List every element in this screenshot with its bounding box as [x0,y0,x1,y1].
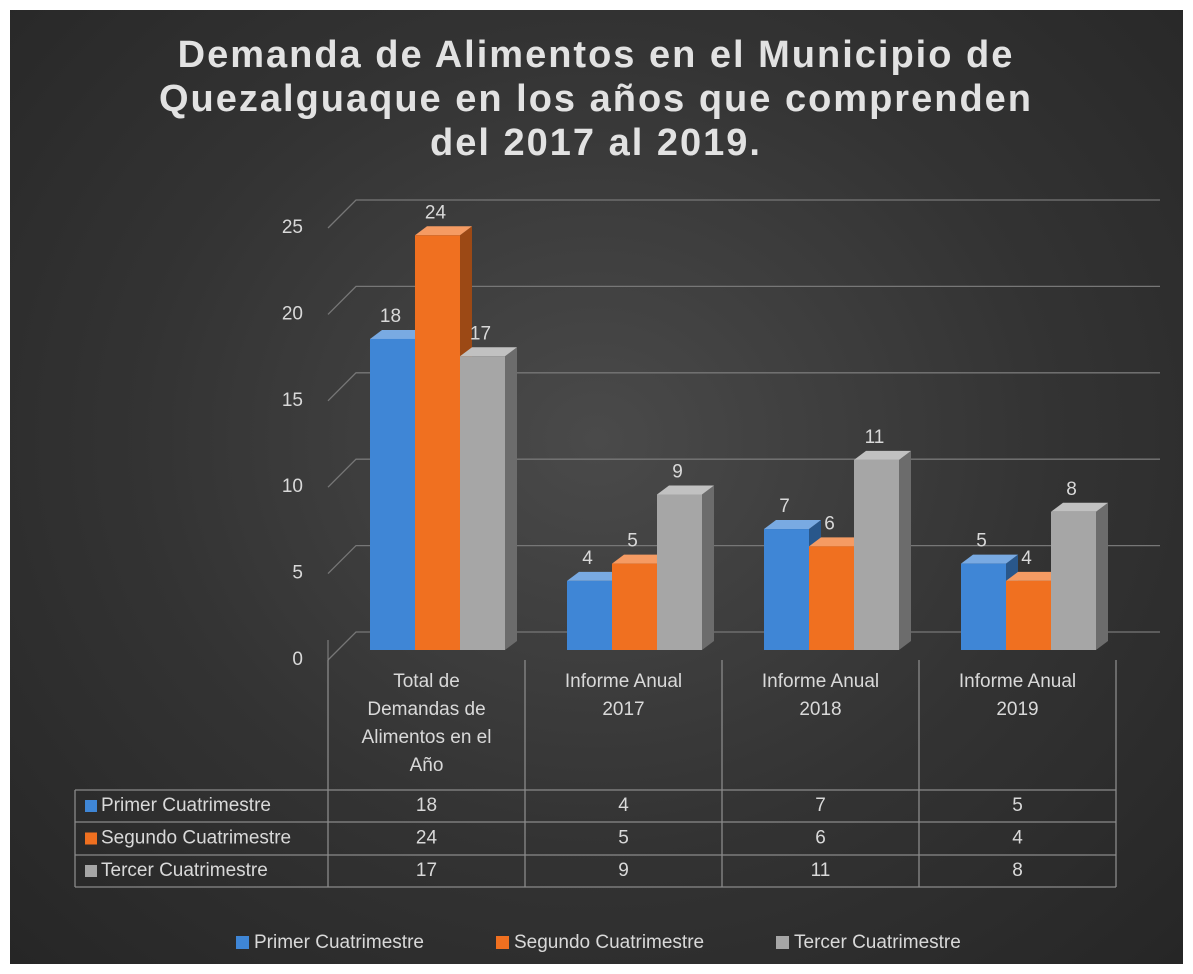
table-cell: 6 [815,828,826,849]
x-tick-label-box: Informe Anual 2019 [958,671,1077,720]
bar [415,226,472,650]
bar [1051,502,1108,650]
table-cell: 5 [1012,795,1023,816]
bar-side [702,485,714,650]
table-cell: 18 [416,795,437,816]
bar-front [657,494,702,650]
grid-line [327,285,1160,315]
bar-top [657,485,714,495]
grid-line [327,199,1160,229]
chart-title: del 2017 al 2019. [430,122,762,164]
x-tick-label: Total de Demandas de Alimentos en el Año [361,671,492,776]
x-tick-label: Informe Anual 2019 [958,671,1077,720]
x-tick-label: Informe Anual 2017 [564,671,683,720]
table-key [85,865,97,877]
data-label: 8 [1066,479,1077,500]
table-cell: 11 [811,860,831,881]
table-cell: 24 [416,828,438,849]
data-label: 6 [824,513,835,534]
bar-front [460,356,505,650]
x-tick-label-box: Total de Demandas de Alimentos en el Año [361,671,492,776]
bar-front [854,459,899,650]
bar-top [809,537,866,547]
table-row-label: Tercer Cuatrimestre [101,860,268,881]
bar-top [854,450,911,460]
table-row-label: Primer Cuatrimestre [101,795,271,816]
bar-front [961,563,1006,650]
bar-front [764,529,809,650]
data-label: 9 [672,461,683,482]
chart-title: Demanda de Alimentos en el Municipio de [178,34,1015,76]
table-cell: 9 [618,860,629,881]
bar-top [370,329,427,339]
legend-label: Tercer Cuatrimestre [794,932,961,953]
bar-top [415,226,472,236]
legend-label: Primer Cuatrimestre [254,932,424,953]
y-tick-label: 0 [292,649,303,670]
bar-front [567,580,612,650]
bar-side [1096,502,1108,650]
table-cell: 8 [1012,860,1023,881]
x-tick-label-box: Informe Anual 2017 [564,671,683,720]
data-label: 11 [865,427,885,448]
data-label: 17 [470,323,491,344]
data-label: 24 [425,202,447,223]
bar-top [460,347,517,357]
table-cell: 7 [815,795,826,816]
data-label: 5 [627,531,638,552]
table-key [85,832,97,845]
x-tick-label: Informe Anual 2018 [761,671,880,720]
chart-title: Quezalguaque en los años que comprenden [159,78,1033,120]
bar-front [809,546,854,650]
bar-side [505,347,517,650]
legend-label: Segundo Cuatrimestre [514,932,704,953]
table-cell: 4 [618,795,629,816]
bar-side [899,450,911,650]
data-label: 5 [976,531,987,552]
y-tick-label: 15 [282,390,303,411]
x-tick-label-box: Informe Anual 2018 [761,671,880,720]
table-cell: 5 [618,828,629,849]
y-tick-label: 5 [292,563,303,584]
legend-swatch [496,936,509,949]
data-label: 4 [582,548,593,569]
legend-swatch [776,936,789,949]
y-tick-label: 20 [282,303,303,324]
bar-top [1006,571,1063,581]
bar [657,485,714,650]
bar-top [567,571,624,581]
grid-line [327,372,1160,402]
bar [854,450,911,650]
bar-top [764,520,821,530]
bar-top [961,554,1018,564]
table-row-label: Segundo Cuatrimestre [101,828,291,849]
table-cell: 4 [1012,828,1023,849]
table-cell: 17 [416,860,437,881]
legend-swatch [236,936,249,949]
bar-front [370,338,415,650]
bar-front [415,235,460,650]
bar [460,347,517,650]
bar-front [1051,511,1096,650]
table-key [85,800,97,812]
y-tick-label: 10 [282,476,303,497]
bar-front [612,563,657,650]
chart-frame [10,10,1183,964]
bar-top [612,554,669,564]
y-tick-label: 25 [282,217,303,238]
data-label: 7 [779,496,790,517]
data-label: 4 [1021,548,1032,569]
bar-front [1006,580,1051,650]
bar-top [1051,502,1108,512]
data-label: 18 [380,306,401,327]
